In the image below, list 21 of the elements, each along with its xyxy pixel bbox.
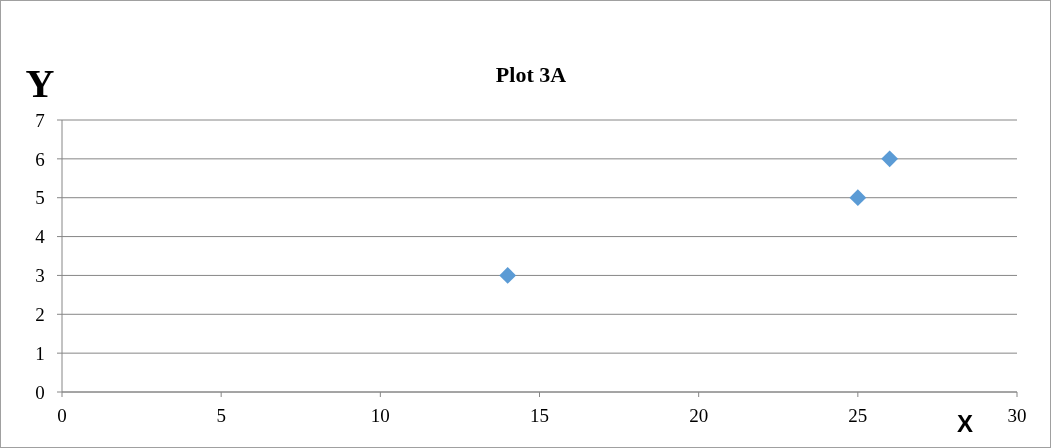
chart-title: Plot 3A	[495, 62, 567, 87]
x-axis-title: X	[956, 410, 974, 437]
y-tick-label: 0	[35, 381, 45, 403]
y-axis-title: Y	[25, 61, 55, 106]
y-tick-label: 3	[35, 265, 45, 287]
x-tick-label: 5	[216, 405, 226, 426]
point	[849, 189, 867, 207]
y-tick-label: 1	[35, 342, 45, 364]
point	[881, 150, 899, 168]
y-tick-label: 6	[35, 148, 45, 170]
x-tick-label: 30	[1007, 405, 1027, 426]
y-tick-label: 2	[35, 303, 45, 325]
x-tick-label: 15	[530, 405, 549, 426]
y-tick-label: 5	[35, 187, 45, 209]
point	[499, 267, 517, 284]
x-tick-label: 0	[57, 405, 67, 426]
y-tick-label: 4	[35, 226, 46, 248]
y-tick-label: 7	[35, 109, 45, 131]
x-tick-label: 20	[689, 405, 709, 426]
x-tick-label: 10	[370, 405, 390, 426]
x-tick-label: 25	[848, 405, 868, 426]
